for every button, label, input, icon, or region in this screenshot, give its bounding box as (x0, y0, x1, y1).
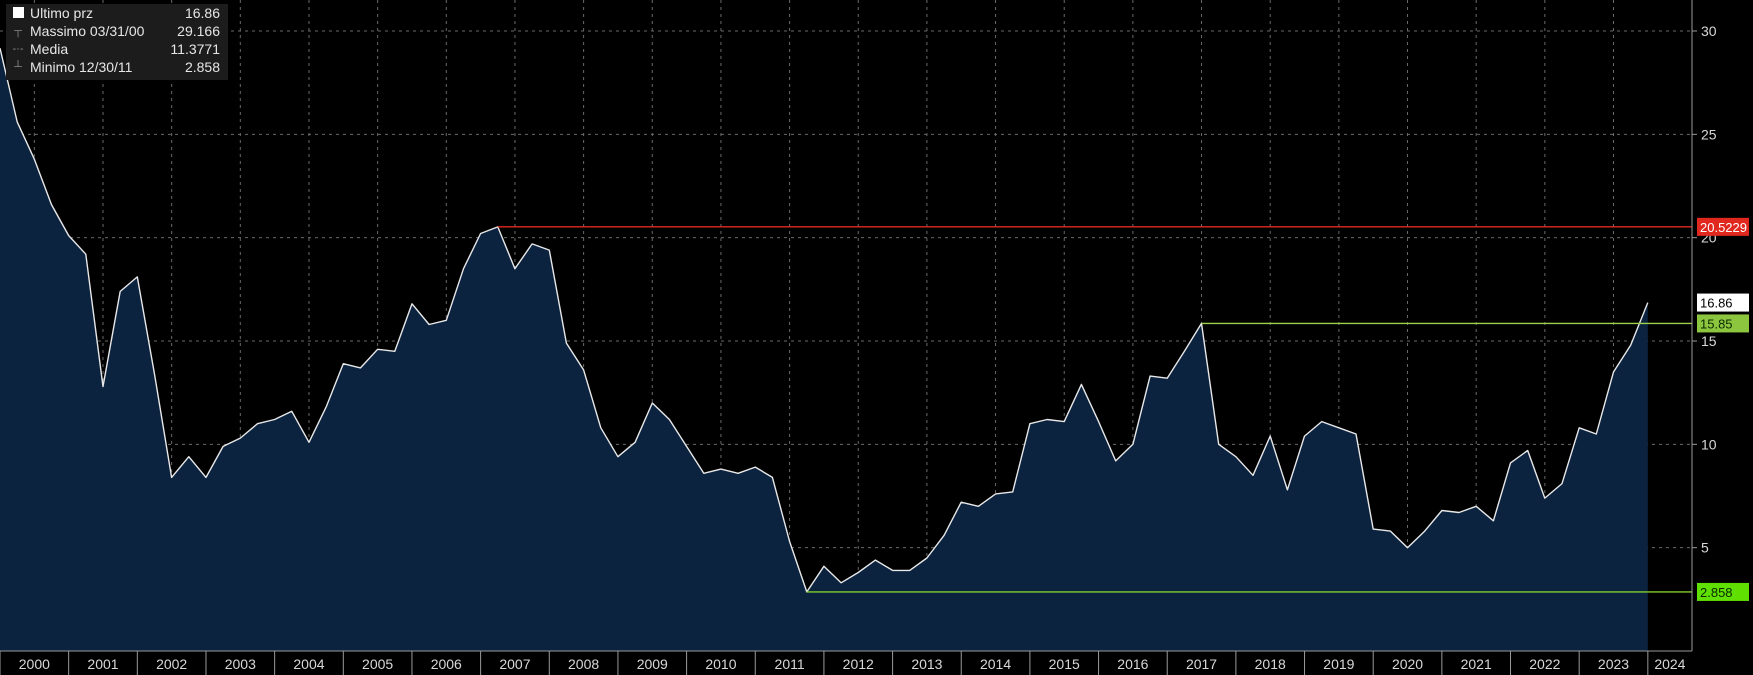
legend-value: 16.86 (184, 5, 220, 21)
x-tick-label: 2004 (293, 656, 324, 672)
x-tick-label: 2012 (843, 656, 874, 672)
x-tick-label: 2006 (431, 656, 462, 672)
x-tick-label: 2011 (775, 656, 805, 672)
x-tick-label: 2000 (19, 656, 50, 672)
x-tick-label: 2021 (1461, 656, 1492, 672)
reference-lines (497, 226, 1692, 593)
x-tick-label: 2009 (637, 656, 668, 672)
x-tick-label: 2007 (499, 656, 530, 672)
legend-row-mean: -·- Media 11.3771 (6, 40, 228, 58)
x-tick-label: 2003 (225, 656, 256, 672)
x-tick-label: 2001 (87, 656, 118, 672)
x-tick-label: 2013 (911, 656, 942, 672)
x-tick-label: 2015 (1049, 656, 1080, 672)
x-tick-label: 2014 (980, 656, 1011, 672)
y-tick-label: 10 (1701, 436, 1717, 452)
y-tick-label: 25 (1701, 126, 1717, 142)
y-tick-label: 15 (1701, 333, 1717, 349)
legend-row-minimum: ┴ Minimo 12/30/11 2.858 (6, 58, 228, 76)
x-tick-label: 2019 (1323, 656, 1354, 672)
x-tick-label: 2024 (1654, 656, 1685, 672)
area-series (0, 48, 1649, 651)
x-axis: 2000 2001 2002 2003 2004 2005 2006 2007 2008 2009… (0, 651, 1686, 675)
x-tick-label: 2020 (1392, 656, 1423, 672)
legend-label: Ultimo prz (30, 5, 94, 21)
reference-value-label: 2.858 (1700, 585, 1733, 600)
legend: Ultimo prz 16.86 ┬ Massimo 03/31/00 29.1… (6, 4, 228, 80)
legend-label: Minimo 12/30/11 (30, 59, 133, 75)
series-area-fill (0, 48, 1648, 651)
reference-value-tag (1697, 314, 1749, 333)
legend-row-maximum: ┬ Massimo 03/31/00 29.166 (6, 22, 228, 40)
reference-value-tag (1697, 217, 1749, 236)
x-tick-label: 2002 (156, 656, 187, 672)
reference-value-label: 20.5229 (1700, 220, 1747, 235)
mean-marker-icon: -·- (12, 43, 24, 55)
last-value-label: 16.86 (1700, 296, 1733, 311)
x-tick-label: 2018 (1255, 656, 1286, 672)
y-tick-label: 30 (1701, 23, 1717, 39)
reference-value-tag (1697, 582, 1749, 601)
x-tick-label: 2017 (1186, 656, 1217, 672)
legend-value: 29.166 (177, 23, 220, 39)
legend-label: Massimo 03/31/00 (30, 23, 145, 39)
x-tick-label: 2005 (362, 656, 393, 672)
last-value-tag (1697, 293, 1749, 312)
reference-value-label: 15.85 (1700, 316, 1733, 331)
x-tick-label: 2010 (705, 656, 736, 672)
x-tick-label: 2016 (1117, 656, 1148, 672)
legend-row-last-price: Ultimo prz 16.86 (6, 4, 228, 22)
legend-label: Media (30, 41, 69, 57)
max-marker-icon: ┬ (14, 25, 22, 37)
y-tick-label: 5 (1701, 540, 1709, 556)
legend-value: 11.3771 (170, 41, 220, 57)
series-line (0, 48, 1649, 593)
min-marker-icon: ┴ (14, 61, 22, 73)
legend-value: 2.858 (184, 59, 220, 75)
x-tick-label: 2022 (1529, 656, 1560, 672)
value-labels: 20.5229 15.85 2.858 16.86 (1697, 217, 1749, 601)
legend-swatch-icon (10, 4, 26, 22)
x-tick-label: 2023 (1598, 656, 1629, 672)
x-tick-label: 2008 (568, 656, 599, 672)
